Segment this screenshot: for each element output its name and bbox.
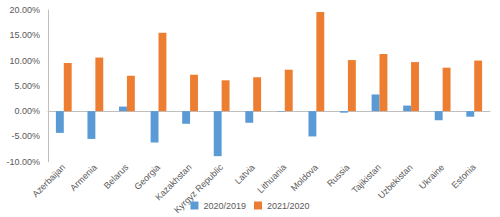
svg-text:Georgia: Georgia (132, 162, 162, 192)
svg-text:Ukraine: Ukraine (417, 162, 446, 191)
svg-text:Belarus: Belarus (102, 162, 131, 191)
svg-text:Uzbekistan: Uzbekistan (376, 162, 415, 201)
svg-text:5.00%: 5.00% (14, 81, 40, 91)
svg-text:Kazakhstan: Kazakhstan (153, 162, 194, 203)
svg-text:Lithuania: Lithuania (255, 162, 288, 195)
svg-text:0.00%: 0.00% (14, 106, 40, 116)
svg-text:Tajikistan: Tajikistan (349, 162, 383, 196)
svg-text:Kyrgyz Republic: Kyrgyz Republic (172, 162, 226, 216)
svg-text:-5.00%: -5.00% (11, 131, 40, 141)
svg-text:Moldova: Moldova (289, 162, 320, 193)
svg-text:Russia: Russia (325, 162, 351, 188)
svg-text:Estonia: Estonia (449, 162, 477, 190)
svg-text:15.00%: 15.00% (9, 30, 40, 40)
svg-text:-10.00%: -10.00% (6, 157, 40, 167)
svg-text:2021/2020: 2021/2020 (267, 201, 310, 211)
svg-text:Armenia: Armenia (68, 162, 99, 193)
svg-text:10.00%: 10.00% (9, 56, 40, 66)
svg-text:Azerbaijan: Azerbaijan (30, 162, 67, 199)
svg-text:20.00%: 20.00% (9, 5, 40, 15)
svg-text:Latvia: Latvia (233, 162, 257, 186)
svg-text:2020/2019: 2020/2019 (203, 201, 246, 211)
